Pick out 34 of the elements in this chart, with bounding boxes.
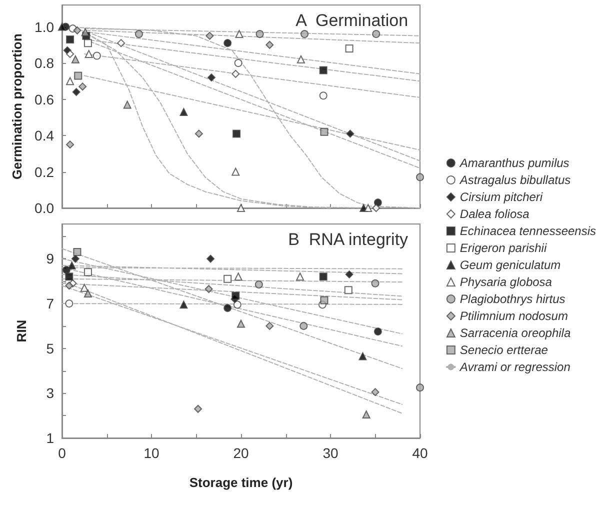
x-tick-label: 30 [322, 445, 338, 461]
legend-label: Senecio ertterae [460, 343, 548, 357]
x-tick-label: 20 [233, 445, 249, 461]
x-tick-label: 10 [144, 445, 160, 461]
legend-label: Sarracenia oreophila [460, 326, 571, 340]
y-tick-label: 1.0 [34, 18, 54, 35]
y-axis-title: RIN [14, 320, 29, 342]
chart-title: B RNA integrity [288, 230, 409, 249]
x-tick-label: 0 [58, 445, 66, 461]
y-tick-label: 0.0 [34, 200, 54, 216]
y-tick-label: 5 [46, 340, 54, 356]
y-tick-label: 7 [46, 296, 54, 312]
legend-label: Avrami or regression [458, 360, 571, 374]
legend-label: Erigeron parishii [460, 241, 547, 255]
legend-label: Cirsium pitcheri [460, 190, 543, 204]
y-tick-label: 0.8 [34, 55, 54, 71]
legend-label: Astragalus bibullatus [458, 173, 571, 187]
legend-label: Dalea foliosa [460, 207, 530, 221]
legend-label: Physaria globosa [460, 275, 552, 289]
x-tick-label: 40 [412, 445, 428, 461]
y-tick-label: 0.4 [34, 128, 54, 144]
legend-label: Ptilimnium nodosum [460, 309, 568, 323]
chart-title: A Germination [296, 11, 408, 30]
y-axis-title: Germination proportion [10, 34, 25, 180]
y-tick-label: 9 [46, 250, 54, 267]
legend-label: Plagiobothrys hirtus [460, 292, 566, 306]
y-tick-label: 0.6 [34, 91, 54, 108]
x-axis-title: Storage time (yr) [189, 475, 293, 490]
y-tick-label: 0.2 [34, 164, 54, 180]
legend-label: Amaranthus pumilus [458, 156, 570, 170]
y-tick-label: 1 [46, 430, 54, 446]
y-tick-label: 3 [46, 385, 54, 402]
legend-label: Geum geniculatum [460, 258, 561, 272]
legend-label: Echinacea tennesseensis [460, 224, 596, 238]
